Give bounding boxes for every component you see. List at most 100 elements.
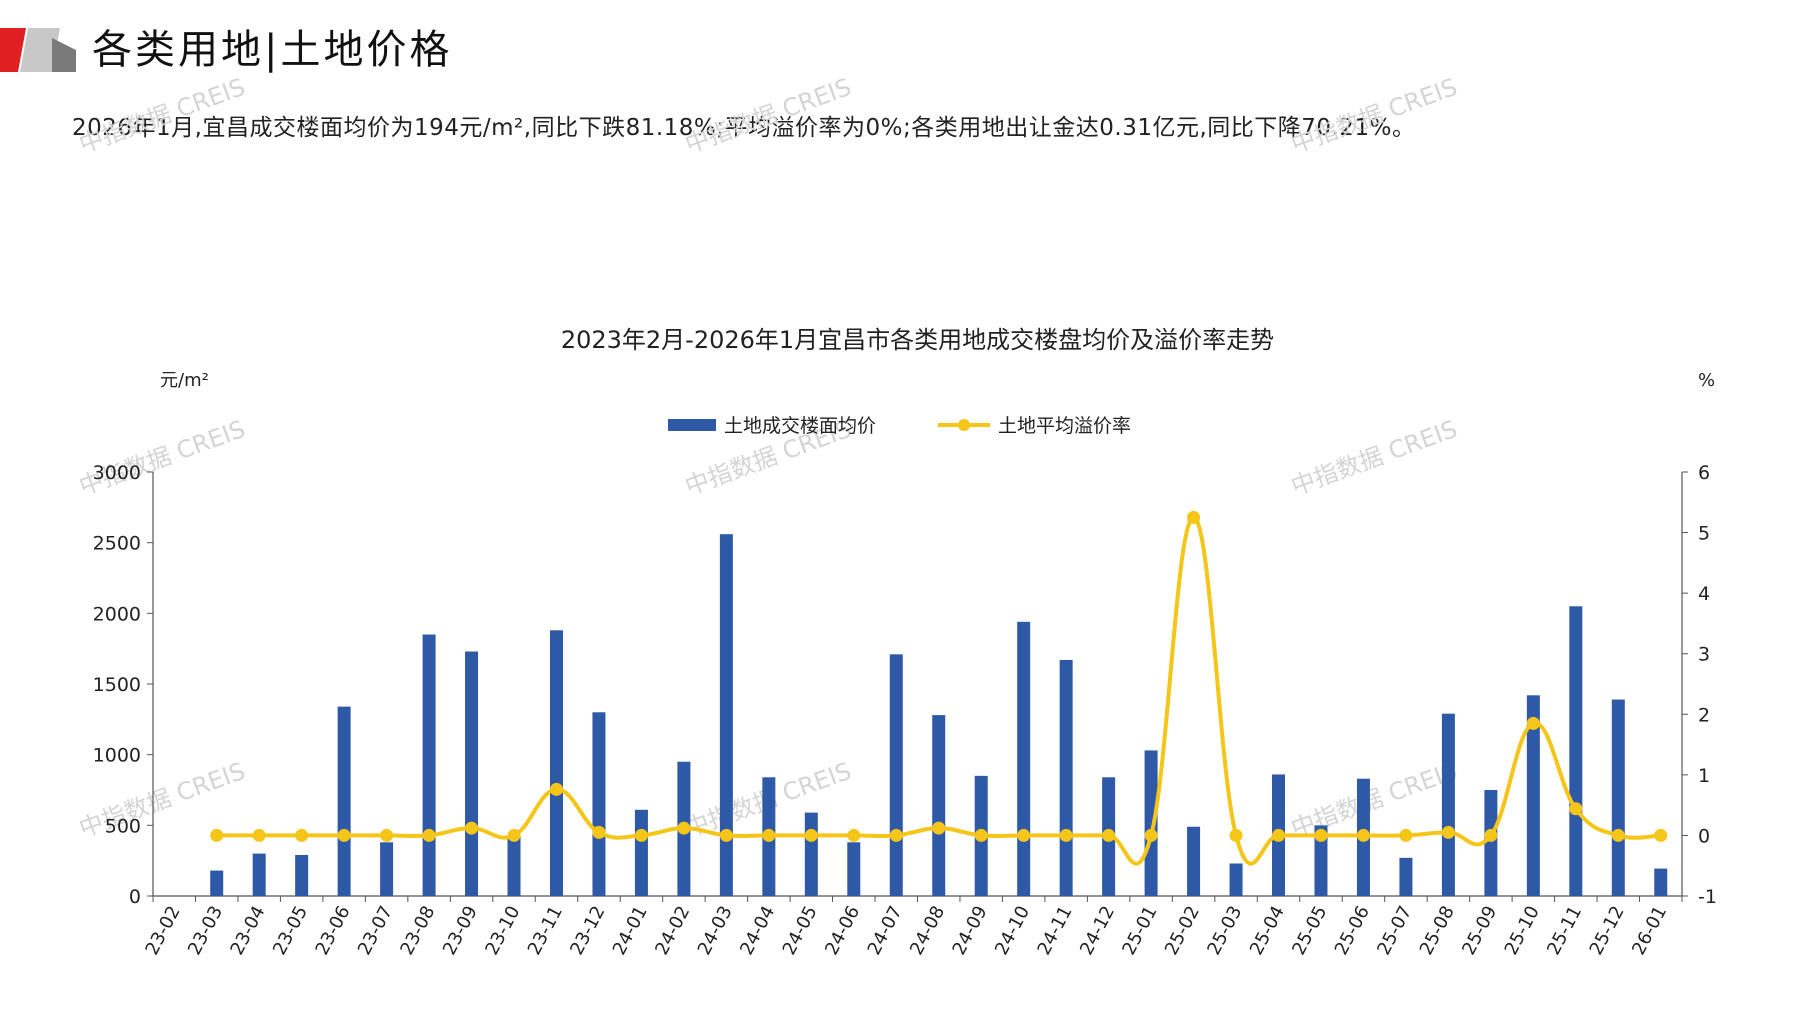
x-tick-label: 25-06 [1331,902,1374,958]
x-tick-label: 25-10 [1501,902,1544,958]
premium-rate-point [1526,716,1540,730]
x-tick-label: 25-04 [1246,902,1289,958]
premium-rate-point [1399,828,1413,842]
x-tick-label: 23-02 [142,902,185,958]
bar-land-price [1059,659,1073,896]
left-axis-unit: 元/m² [160,370,209,391]
premium-rate-point [1187,510,1201,524]
right-tick-label: 6 [1698,462,1710,484]
premium-rate-point [1314,828,1328,842]
left-tick-label: 2000 [93,603,141,625]
x-tick-label: 24-11 [1033,902,1076,958]
logo-dark-shape [52,38,76,72]
x-tick-label: 25-11 [1543,902,1586,958]
x-tick-label: 25-07 [1373,902,1416,958]
bar-land-price [337,706,351,896]
bar-land-price [1441,713,1455,896]
bar-land-price [210,870,224,896]
right-tick-label: 1 [1698,765,1710,787]
bar-land-price [1611,699,1625,896]
left-tick-label: 500 [105,815,141,837]
right-axis-unit: % [1698,370,1715,391]
bar-land-price [295,855,309,896]
bar-land-price [549,630,563,896]
bar-land-price [507,835,521,896]
right-tick-label: 3 [1698,644,1710,666]
right-tick-label: 4 [1698,583,1710,605]
bar-land-price [1017,621,1031,896]
premium-rate-point [719,828,733,842]
x-tick-label: 24-08 [906,902,949,958]
premium-rate-point [974,828,988,842]
premium-rate-point [465,821,479,835]
premium-rate-point [1611,828,1625,842]
premium-rate-point [677,821,691,835]
premium-rate-point [1144,828,1158,842]
right-tick-label: 0 [1698,825,1710,847]
x-tick-label: 23-05 [269,902,312,958]
premium-rate-point [549,782,563,796]
x-tick-label: 24-02 [651,902,694,958]
premium-rate-point [210,828,224,842]
premium-rate-point [1017,828,1031,842]
premium-rate-point [762,828,776,842]
bar-land-price [252,853,266,896]
x-tick-label: 24-06 [821,902,864,958]
chart-title: 2023年2月-2026年1月宜昌市各类用地成交楼盘均价及溢价率走势 [561,326,1274,354]
x-tick-label: 24-10 [991,902,1034,958]
left-tick-label: 0 [129,886,141,908]
bar-land-price [1187,826,1201,896]
logo-gray-shape [20,28,60,72]
premium-rate-point [634,828,648,842]
page-title: 各类用地|土地价格 [92,27,453,73]
x-tick-label: 23-04 [226,902,269,958]
bar-land-price [634,809,648,896]
premium-rate-point [1484,828,1498,842]
bar-land-price [889,654,903,896]
x-tick-label: 24-07 [864,902,907,958]
premium-rate-point [847,828,861,842]
legend-bar-swatch [668,419,716,431]
brand-logo [0,28,76,72]
right-tick-label: 2 [1698,704,1710,726]
x-tick-label: 23-10 [481,902,524,958]
bar-land-price [592,712,606,896]
premium-rate-point [932,821,946,835]
left-tick-label: 2500 [93,533,141,555]
bar-land-price [380,842,394,896]
right-tick-label: 5 [1698,523,1710,545]
bar-land-price [804,812,818,896]
x-tick-label: 23-09 [439,902,482,958]
x-tick-label: 23-11 [524,902,567,958]
premium-rate-point [507,828,521,842]
x-tick-label: 23-07 [354,902,397,958]
x-tick-label: 24-05 [779,902,822,958]
bar-land-price [1144,750,1158,896]
bar-land-price [1229,863,1243,896]
premium-rate-point [380,828,394,842]
bar-land-price [1484,790,1498,896]
x-tick-label: 25-03 [1203,902,1246,958]
x-tick-label: 24-12 [1076,902,1119,958]
premium-rate-point [1229,828,1243,842]
right-tick-label: -1 [1698,886,1717,908]
legend-bar-label: 土地成交楼面均价 [724,415,876,437]
premium-rate-point [1569,802,1583,816]
bar-land-price [1399,857,1413,896]
premium-rate-point [337,828,351,842]
bar-land-price [1654,868,1668,896]
x-tick-label: 26-01 [1628,902,1671,958]
x-tick-label: 23-12 [566,902,609,958]
x-tick-label: 25-01 [1118,902,1161,958]
premium-rate-point [1441,825,1455,839]
left-tick-label: 1500 [93,674,141,696]
x-tick-label: 25-08 [1416,902,1459,958]
bar-land-price [719,534,733,896]
x-tick-label: 25-02 [1161,902,1204,958]
x-tick-label: 24-04 [736,902,779,958]
bar-land-price [847,842,861,896]
legend-line-label: 土地平均溢价率 [998,415,1131,437]
x-tick-label: 24-03 [694,902,737,958]
x-tick-label: 25-09 [1458,902,1501,958]
